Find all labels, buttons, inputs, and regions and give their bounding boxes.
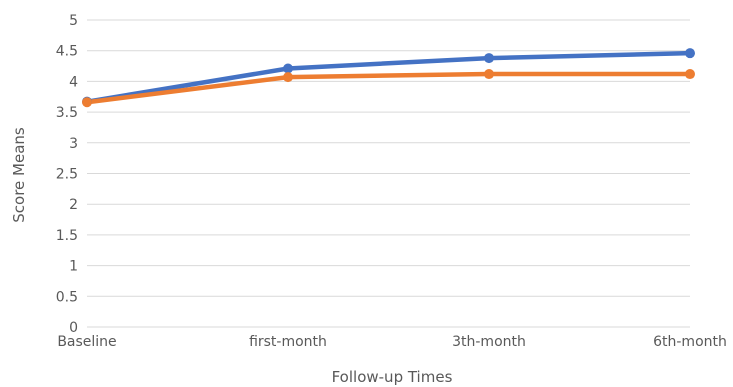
x-axis-title: Follow-up Times [332,368,453,386]
y-tick-label: 2 [69,197,78,213]
y-tick-label: 0.5 [56,289,78,305]
x-tick-label: first-month [249,334,327,350]
y-tick-label: 1 [69,259,78,275]
y-tick-label: 0 [69,320,78,336]
y-tick-label: 3 [69,136,78,152]
x-tick-label: 3th-month [452,334,526,350]
y-axis-ticks: 0 0.5 1 1.5 2 2.5 3 3.5 4 4.5 5 [56,13,78,336]
data-point-series-2 [484,69,494,80]
series-line-1 [84,50,693,104]
y-axis-title: Score Means [10,127,28,223]
gridlines [87,19,690,328]
y-tick-label: 2.5 [56,167,78,183]
y-tick-label: 4.5 [56,44,78,60]
x-tick-label: Baseline [57,334,116,350]
y-tick-label: 1.5 [56,228,78,244]
y-tick-label: 4 [69,74,78,90]
data-point-series-2 [685,69,695,80]
x-axis-ticks: Baseline first-month 3th-month 6th-month [57,334,727,350]
y-tick-label: 5 [69,13,78,29]
data-point-series-2 [283,72,293,83]
data-point-series-1 [484,53,494,64]
series-line-2 [84,71,693,105]
x-tick-label: 6th-month [653,334,727,350]
y-tick-label: 3.5 [56,105,78,121]
data-point-series-1 [685,48,695,59]
data-point-series-2 [82,97,92,108]
series-group [82,48,695,108]
data-point-series-1 [283,63,293,74]
